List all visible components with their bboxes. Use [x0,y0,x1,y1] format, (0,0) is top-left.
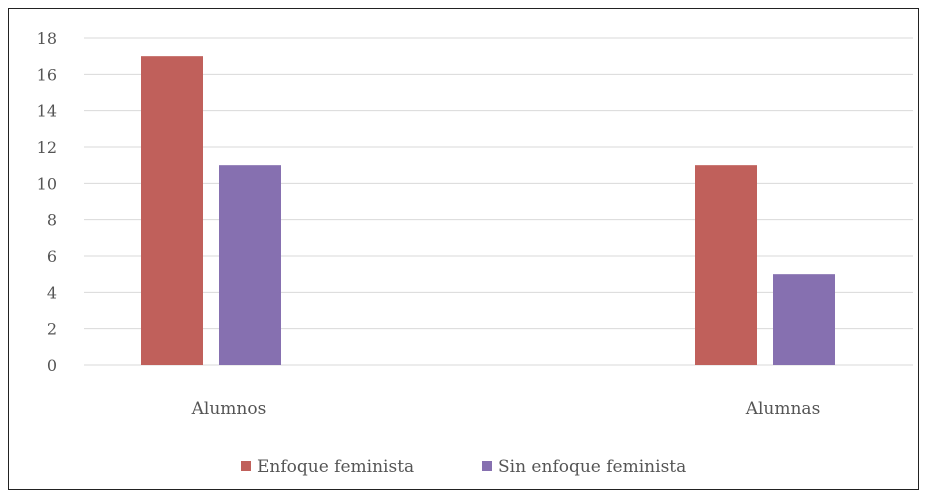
legend-label: Sin enfoque feminista [498,457,686,477]
y-tick-label: 18 [37,29,57,48]
bar-alumnas-enfoque-feminista [695,165,757,365]
legend-label: Enfoque feminista [257,457,414,477]
legend: Enfoque feminista Sin enfoque feminista [241,457,686,477]
y-tick-label: 2 [47,320,57,339]
y-tick-label: 12 [37,138,57,157]
y-axis-tick-labels: 0 2 4 6 8 10 12 14 16 18 [37,29,57,375]
bar-alumnos-enfoque-feminista [141,56,203,366]
x-axis-category-labels: Alumnos Alumnas [191,399,821,419]
bar-chart: 0 2 4 6 8 10 12 14 16 18 Alumnos Alumnas Enfoque f… [37,29,913,477]
bars [141,56,835,366]
x-category-label: Alumnos [191,399,267,419]
y-tick-label: 10 [37,174,57,193]
bar-alumnas-sin-enfoque-feminista [773,274,835,365]
y-tick-label: 16 [37,65,57,84]
bar-alumnos-sin-enfoque-feminista [219,165,281,365]
legend-swatch [482,461,492,471]
y-tick-label: 6 [47,247,57,266]
y-tick-label: 8 [47,211,57,230]
chart-frame: 0 2 4 6 8 10 12 14 16 18 Alumnos Alumnas Enfoque f… [8,8,919,490]
y-tick-label: 4 [47,283,57,302]
x-category-label: Alumnas [745,399,821,419]
y-tick-label: 0 [47,356,57,375]
y-tick-label: 14 [37,102,57,121]
legend-swatch [241,461,251,471]
